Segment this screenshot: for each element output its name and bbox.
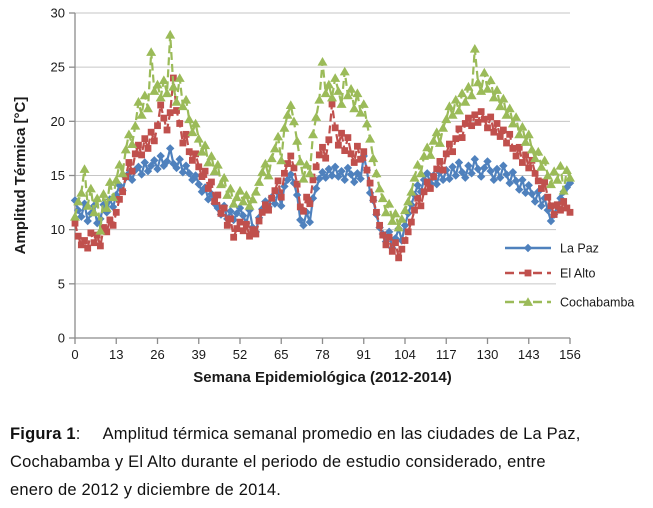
caption-figure-label: Figura 1 [10,425,76,443]
caption-line-1: Figura 1: Amplitud térmica semanal promed… [10,420,650,448]
x-tick-label: 104 [394,347,416,362]
x-tick-label: 91 [357,347,371,362]
chart-svg: 0 5 10 15 20 25 30 0 13 26 39 52 65 78 91 104 117 130 143 1… [12,5,653,386]
y-tick-label: 5 [58,276,65,291]
x-tick-label: 26 [150,347,164,362]
caption-text-line1: Amplitud térmica semanal promedio en las… [102,425,581,443]
legend-item-el-alto: El Alto [505,267,595,281]
x-tick-label: 65 [274,347,288,362]
x-tick-label: 117 [436,347,457,362]
axes [69,12,571,344]
legend-item-la-paz: La Paz [505,242,599,256]
y-tick-label: 25 [51,60,65,75]
x-axis-title: Semana Epidemiológica (2012-2014) [193,369,451,386]
x-tick-label: 130 [477,347,499,362]
legend: La Paz El Alto Cochabamba [505,224,653,318]
series-markers-el-alto [71,74,574,262]
x-tick-label: 156 [559,347,581,362]
legend-background [556,224,653,318]
x-tick-label: 78 [315,347,329,362]
y-tick-label: 0 [58,331,65,346]
x-tick-label: 39 [192,347,206,362]
caption-text-line3: enero de 2012 y diciembre de 2014. [10,481,281,499]
figure-caption: Figura 1: Amplitud térmica semanal promed… [10,420,650,504]
tick-labels: 0 5 10 15 20 25 30 0 13 26 39 52 65 78 91 104 117 130 143 1… [51,6,581,363]
y-tick-label: 10 [51,222,65,237]
caption-colon: : [75,425,81,443]
y-tick-label: 20 [51,114,65,129]
legend-item-cochabamba: Cochabamba [505,296,634,310]
series-line-la-paz [73,147,571,250]
x-tick-label: 52 [233,347,247,362]
y-axis-title: Amplitud Térmica [°C] [12,97,29,255]
x-tick-label: 13 [109,347,123,362]
legend-label-cochabamba: Cochabamba [560,296,634,310]
x-tick-label: 143 [518,347,540,362]
series-markers-cochabamba [70,29,575,235]
x-tick-label: 0 [71,347,78,362]
series-el-alto [71,74,574,262]
y-tick-label: 30 [51,6,65,21]
chart: 0 5 10 15 20 25 30 0 13 26 39 52 65 78 91 104 117 130 143 1… [12,5,653,386]
caption-text-line2: Cochabamba y El Alto durante el periodo … [10,453,546,471]
legend-label-el-alto: El Alto [560,267,595,281]
legend-label-la-paz: La Paz [560,242,599,256]
series-cochabamba [70,29,575,235]
y-tick-label: 15 [51,168,65,183]
